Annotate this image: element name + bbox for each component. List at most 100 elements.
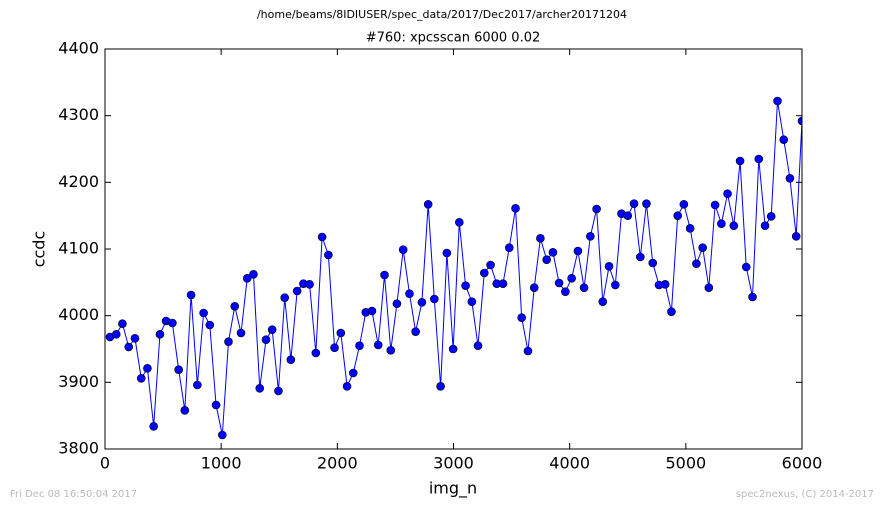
data-point	[797, 116, 802, 126]
data-point	[324, 250, 333, 260]
data-point	[448, 344, 458, 354]
data-point	[211, 400, 221, 410]
data-point	[386, 346, 396, 355]
y-tick-label: 3800	[58, 439, 99, 458]
x-tick-label: 6000	[782, 454, 823, 473]
data-point	[149, 422, 158, 431]
data-point	[455, 218, 464, 227]
footer-left: Fri Dec 08 16:50:04 2017	[10, 489, 137, 500]
data-point	[430, 294, 439, 304]
data-point	[611, 280, 620, 290]
data-point	[186, 290, 196, 300]
data-point	[130, 334, 140, 343]
x-tick-label: 1000	[201, 454, 242, 473]
data-point	[317, 232, 327, 242]
data-point	[111, 330, 121, 339]
data-point	[336, 328, 346, 338]
data-line	[109, 100, 802, 436]
data-point	[486, 260, 495, 270]
data-point	[785, 174, 795, 183]
data-point	[411, 327, 420, 336]
x-tick-label: 4000	[549, 454, 590, 473]
data-point	[417, 298, 427, 307]
x-tick-label: 3000	[433, 454, 474, 473]
data-point	[536, 234, 545, 243]
data-point	[704, 283, 714, 292]
data-point	[180, 406, 190, 415]
data-point	[305, 280, 314, 289]
data-point	[342, 382, 352, 391]
y-tick-label: 4000	[58, 305, 99, 324]
data-point	[473, 341, 483, 350]
data-point	[405, 289, 414, 298]
data-point	[561, 287, 570, 296]
data-point	[648, 258, 658, 268]
data-point	[367, 306, 377, 316]
data-point	[143, 364, 152, 373]
data-point	[791, 232, 801, 241]
data-point	[280, 293, 290, 302]
data-point	[479, 268, 489, 278]
data-point	[461, 281, 470, 290]
data-point	[673, 211, 683, 220]
data-point	[261, 335, 271, 344]
x-tick-label: 5000	[665, 454, 706, 473]
data-point	[623, 211, 633, 220]
data-point	[380, 270, 389, 280]
y-tick-label: 4100	[58, 239, 99, 258]
data-point	[766, 212, 776, 221]
data-point	[779, 135, 789, 144]
data-point	[685, 224, 695, 233]
y-tick-label: 4400	[58, 39, 99, 58]
data-point	[267, 325, 277, 334]
data-point	[467, 297, 477, 306]
data-point	[242, 274, 252, 283]
data-point	[660, 280, 670, 289]
data-point	[773, 96, 782, 106]
data-point	[679, 200, 689, 209]
data-point	[735, 156, 745, 166]
data-point	[136, 374, 146, 383]
data-point	[292, 286, 302, 296]
data-point	[717, 219, 726, 228]
data-point	[174, 365, 183, 374]
y-tick-label: 4300	[58, 105, 99, 124]
plot-area	[105, 96, 802, 440]
data-point	[124, 342, 133, 352]
data-point	[205, 320, 215, 330]
data-point	[155, 330, 165, 339]
data-point	[230, 302, 240, 311]
data-point	[355, 341, 364, 350]
data-point	[168, 318, 177, 328]
data-point	[741, 262, 751, 272]
data-point	[592, 204, 601, 214]
data-point	[542, 255, 551, 264]
data-point	[529, 283, 539, 292]
x-axis-label: img_n	[429, 479, 477, 499]
footer-right: spec2nexus, (C) 2014-2017	[736, 489, 874, 500]
data-point	[598, 297, 608, 306]
data-point	[554, 278, 564, 288]
data-point	[423, 200, 433, 209]
data-point	[118, 319, 127, 328]
data-point	[373, 340, 383, 350]
data-point	[748, 292, 757, 302]
data-point	[398, 245, 408, 254]
data-point	[573, 246, 583, 256]
data-point	[218, 430, 227, 440]
data-point	[442, 248, 452, 258]
data-point	[567, 274, 576, 283]
data-point	[330, 343, 339, 352]
data-point	[249, 270, 258, 279]
data-point	[311, 348, 321, 358]
data-point	[642, 199, 651, 208]
data-point	[348, 368, 358, 378]
data-point	[710, 200, 720, 210]
data-point	[274, 386, 283, 396]
data-point	[511, 204, 520, 213]
data-point	[286, 355, 296, 364]
x-tick-label: 0	[100, 454, 110, 473]
data-point	[193, 380, 202, 390]
